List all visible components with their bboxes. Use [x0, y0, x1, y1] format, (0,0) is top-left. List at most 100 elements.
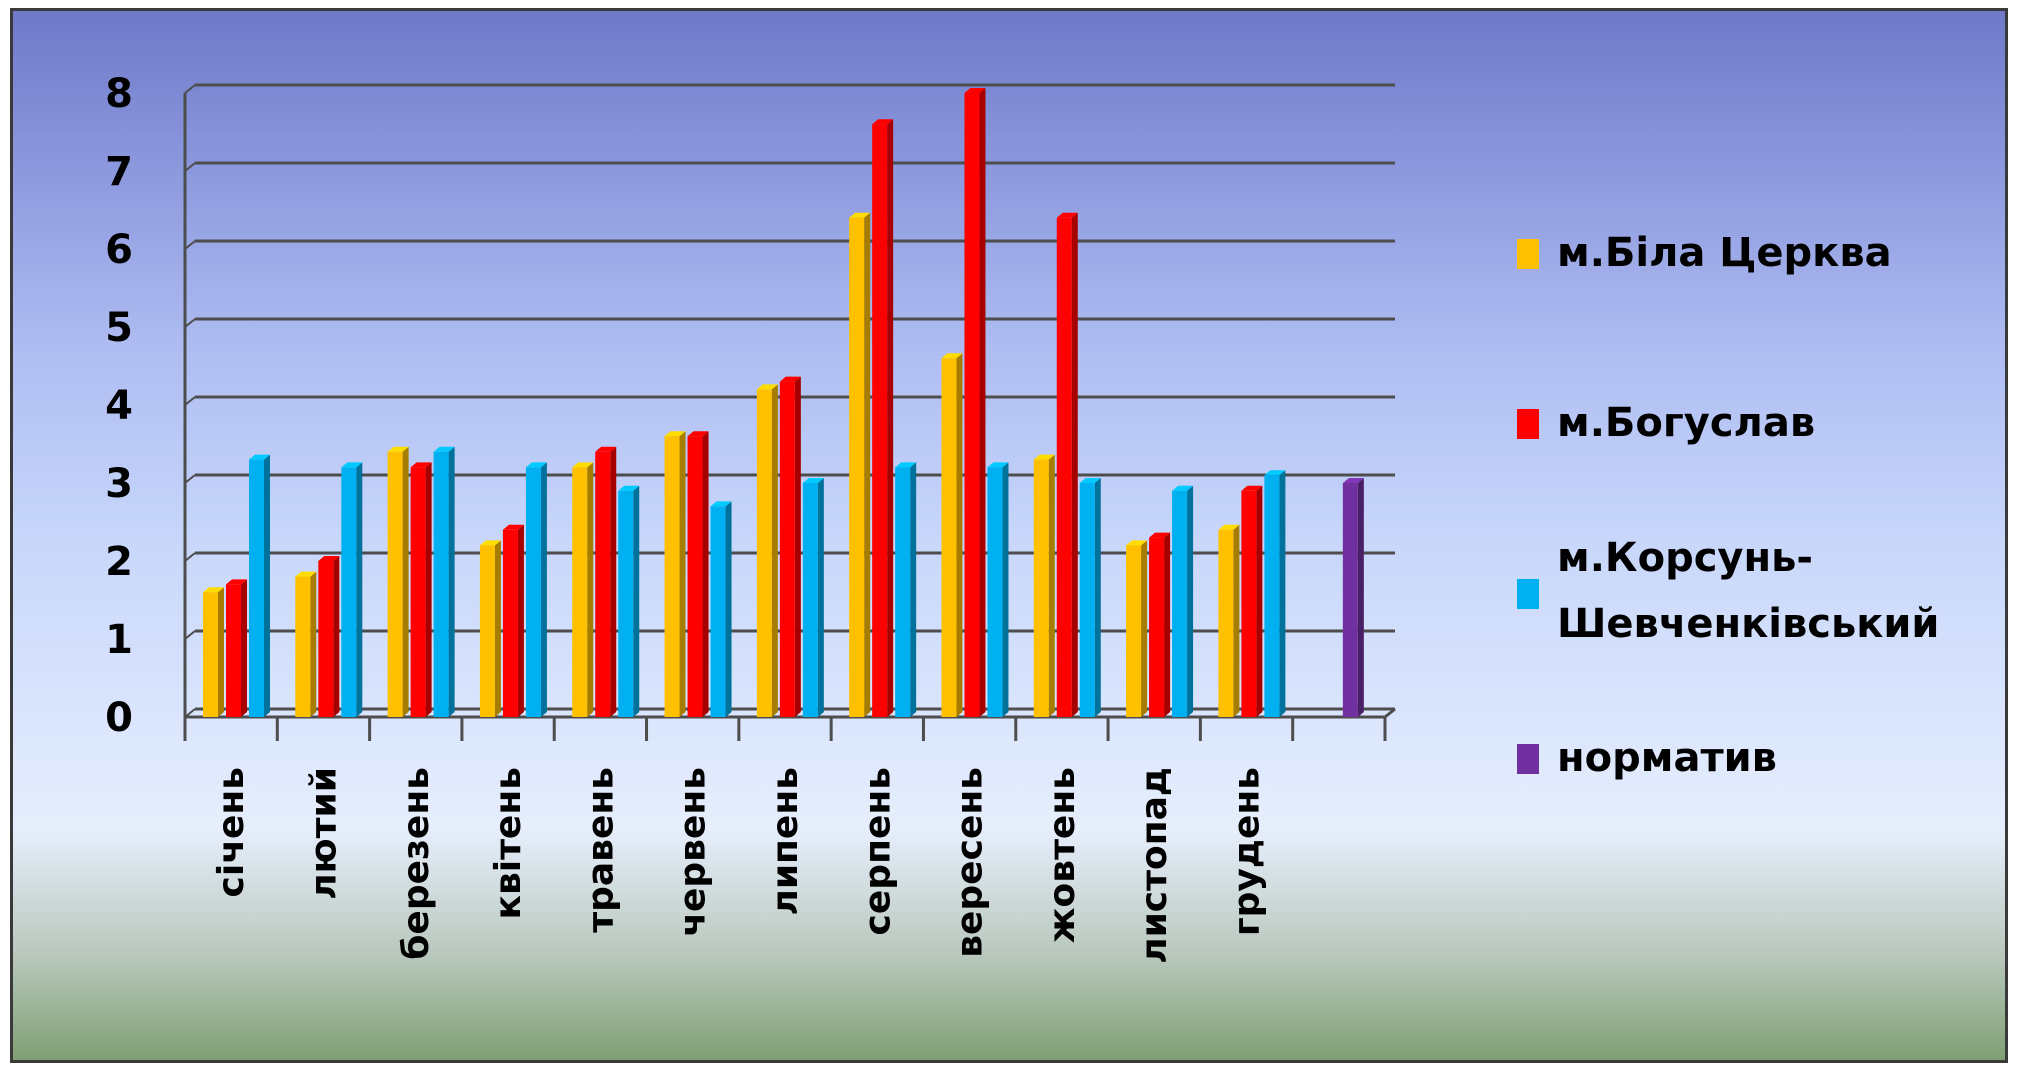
bar-top — [1079, 478, 1101, 483]
bar-side — [633, 485, 640, 717]
bar-side — [448, 446, 455, 717]
bar-front — [895, 467, 911, 717]
category-label: листопад — [1134, 767, 1175, 964]
category-label: червень — [673, 767, 714, 937]
bar — [1149, 532, 1171, 717]
bar — [295, 571, 317, 717]
bar — [387, 446, 409, 717]
y-tick-label: 3 — [105, 461, 133, 507]
bar — [1126, 540, 1148, 717]
y-tick-label: 2 — [105, 539, 133, 585]
bar — [872, 119, 894, 717]
y-tick-label: 8 — [105, 71, 133, 117]
bar-side — [910, 462, 917, 717]
bar — [964, 88, 986, 717]
bar-side — [587, 462, 594, 717]
bar-top — [872, 119, 894, 125]
bar-front — [872, 124, 888, 717]
legend-swatch — [1517, 239, 1539, 269]
bar-front — [964, 93, 980, 717]
bar-front — [1056, 217, 1072, 718]
bar-top — [525, 462, 547, 468]
bar-front — [1172, 490, 1188, 717]
bar — [203, 587, 224, 717]
bar-top — [1172, 485, 1194, 491]
bar — [318, 556, 340, 717]
bar-top — [1241, 485, 1263, 491]
bar — [941, 353, 963, 717]
legend-label: м.Богуслав — [1557, 400, 1815, 446]
bar-top — [249, 454, 270, 460]
bar-side — [1357, 478, 1364, 717]
bar-side — [1094, 478, 1101, 717]
bar-top — [710, 501, 732, 507]
bar — [1241, 485, 1263, 717]
bar-top — [595, 446, 617, 452]
bar-top — [1218, 524, 1240, 530]
bar-front — [479, 545, 495, 717]
bar-top — [295, 571, 317, 577]
bar-side — [494, 540, 501, 717]
bar-top — [1126, 540, 1148, 546]
bar-side — [425, 462, 432, 717]
bar — [779, 376, 801, 717]
y-tick-label: 7 — [105, 149, 133, 195]
legend-label: м.Корсунь- — [1557, 535, 1813, 581]
category-label: лютий — [303, 767, 344, 900]
bar — [687, 431, 709, 717]
bar-side — [1187, 485, 1194, 717]
bar-front — [433, 451, 449, 717]
bar-top — [502, 524, 524, 530]
bar-top — [987, 462, 1009, 468]
bar — [1218, 524, 1240, 717]
bar — [595, 446, 617, 717]
bar-side — [1256, 485, 1263, 717]
bar-top — [1033, 454, 1055, 460]
bar — [1079, 478, 1101, 717]
bar-top — [341, 462, 363, 468]
gridline-depth — [184, 318, 196, 328]
bar — [987, 462, 1009, 717]
bar — [1264, 470, 1286, 717]
legend-label: м.Біла Церква — [1557, 230, 1892, 276]
bar-front — [525, 467, 541, 717]
bar-front — [802, 483, 818, 717]
bar-side — [1048, 454, 1055, 717]
gridline-depth — [184, 396, 196, 406]
bar-front — [1033, 459, 1049, 717]
bar-top — [1264, 470, 1286, 476]
y-tick-label: 0 — [105, 695, 133, 741]
category-label: січень — [211, 767, 252, 897]
bar — [502, 524, 524, 717]
bar-front — [203, 592, 218, 717]
bar-top — [941, 353, 963, 359]
bar-top — [687, 431, 709, 437]
bar-side — [540, 462, 547, 717]
gridline-depth — [184, 240, 196, 250]
bar-side — [679, 431, 686, 717]
bar-front — [295, 576, 311, 717]
bar — [618, 485, 640, 717]
gridline-depth — [184, 162, 196, 172]
bar-front — [941, 358, 957, 717]
category-label: жовтень — [1042, 767, 1083, 943]
bar-side — [1002, 462, 1009, 717]
bar-side — [517, 524, 524, 717]
legend-swatch — [1517, 409, 1539, 439]
bar-front — [318, 561, 334, 717]
gridline-depth — [184, 552, 196, 562]
bar-side — [1233, 524, 1240, 717]
gridline-depth — [184, 474, 196, 484]
bar-front — [341, 467, 357, 717]
category-label: вересень — [950, 767, 991, 958]
legend-swatch — [1517, 579, 1539, 609]
y-tick-label: 4 — [105, 383, 133, 429]
bar — [249, 454, 270, 717]
bar-side — [218, 587, 224, 717]
bar — [1172, 485, 1194, 717]
legend-label: Шевченківський — [1557, 601, 1939, 647]
bar-side — [864, 212, 871, 718]
bar-front — [249, 459, 264, 717]
bar-side — [887, 119, 894, 717]
bar — [226, 579, 247, 717]
